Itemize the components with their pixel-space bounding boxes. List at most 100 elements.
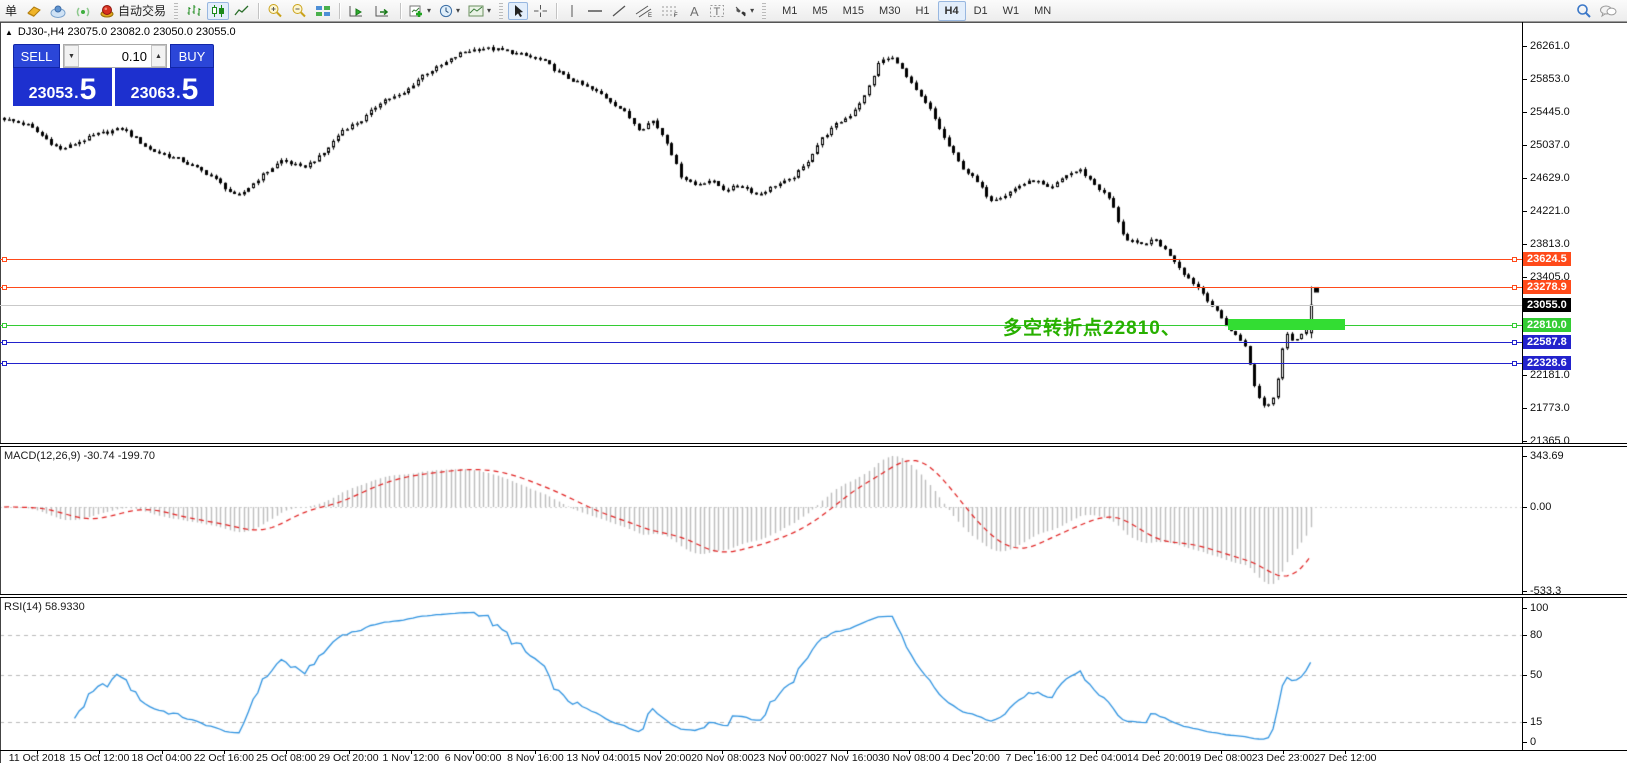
time-axis-tick xyxy=(99,750,101,754)
time-axis-tick xyxy=(535,750,537,754)
line-handle[interactable] xyxy=(1512,322,1517,328)
sell-price-pip: 5 xyxy=(79,73,97,106)
price-axis-label: 21773.0 xyxy=(1530,402,1570,415)
buy-price-pip: 5 xyxy=(181,73,199,106)
price-axis-label: 22181.0 xyxy=(1530,369,1570,382)
time-axis-label: 1 Nov 12:00 xyxy=(382,752,440,763)
price-axis-label: 25445.0 xyxy=(1530,105,1570,118)
macd-axis-label: -533.3 xyxy=(1530,585,1562,597)
time-axis-label: 11 Oct 2018 xyxy=(8,752,66,763)
price-flag-current-price: 23055.0 xyxy=(1523,297,1571,312)
time-axis-label: 29 Oct 20:00 xyxy=(318,752,379,763)
time-axis-label: 18 Oct 04:00 xyxy=(131,752,192,763)
pane-divider-rsi[interactable] xyxy=(0,594,1627,598)
price-flag-support: 22328.6 xyxy=(1523,356,1571,371)
line-handle[interactable] xyxy=(2,361,7,367)
price-line-pivot[interactable] xyxy=(0,322,1522,328)
line-handle[interactable] xyxy=(2,284,7,290)
time-axis-label: 27 Dec 12:00 xyxy=(1314,752,1377,763)
time-axis-tick xyxy=(1033,750,1035,754)
time-axis-label: 8 Nov 16:00 xyxy=(507,752,564,763)
time-axis-tick xyxy=(1096,750,1098,754)
time-axis-label: 7 Dec 16:00 xyxy=(1005,752,1063,763)
time-axis-tick xyxy=(1345,750,1347,754)
volume-stepper: ▼ 0.10 ▲ xyxy=(63,44,167,68)
price-line-current-price[interactable] xyxy=(0,304,1522,306)
rsi-axis-tick xyxy=(1522,721,1527,723)
price-axis-label: 25037.0 xyxy=(1530,138,1570,151)
volume-value[interactable]: 0.10 xyxy=(79,45,151,67)
rsi-axis-tick xyxy=(1522,742,1527,743)
buy-price[interactable]: 23063. 5 xyxy=(115,68,214,106)
price-axis-label: 21365.0 xyxy=(1530,435,1570,448)
line-handle[interactable] xyxy=(2,256,7,262)
price-line-support[interactable] xyxy=(0,361,1522,367)
time-axis-tick xyxy=(223,750,225,754)
collapse-arrow-icon[interactable]: ▲ xyxy=(5,28,13,37)
price-axis-tick xyxy=(1522,177,1527,179)
time-axis-label: 15 Nov 20:00 xyxy=(628,752,692,763)
rsi-label: RSI(14) 58.9330 xyxy=(4,601,85,613)
time-axis-label: 30 Nov 08:00 xyxy=(877,752,941,763)
time-axis-tick xyxy=(37,750,38,754)
price-axis-label: 24629.0 xyxy=(1530,171,1570,184)
rsi-axis-label: 100 xyxy=(1530,602,1549,614)
line-handle[interactable] xyxy=(1512,256,1517,262)
price-axis-tick xyxy=(1522,46,1527,47)
time-axis-label: 4 Dec 20:00 xyxy=(943,752,1000,763)
sell-button[interactable]: SELL xyxy=(13,44,60,68)
time-axis-tick xyxy=(784,750,786,754)
line-handle[interactable] xyxy=(2,340,7,346)
time-axis-border xyxy=(0,750,1627,751)
rsi-axis-label: 15 xyxy=(1530,715,1543,728)
time-axis-tick xyxy=(348,750,350,754)
time-axis-tick xyxy=(1283,750,1284,754)
sell-price[interactable]: 23053. 5 xyxy=(13,68,112,106)
rsi-axis-tick xyxy=(1522,675,1527,676)
chart-title-text: DJ30-,H4 23075.0 23082.0 23050.0 23055.0 xyxy=(17,26,236,38)
window-left-border xyxy=(0,22,1,763)
macd-axis-tick xyxy=(1522,456,1527,457)
volume-increase-button[interactable]: ▲ xyxy=(151,45,166,67)
pivot-highlight-rect[interactable] xyxy=(1228,319,1345,331)
price-flag-support: 22587.8 xyxy=(1523,335,1571,350)
price-axis-tick xyxy=(1522,144,1527,146)
sell-price-main: 23053 xyxy=(28,85,74,102)
time-axis-label: 13 Nov 04:00 xyxy=(566,752,629,763)
price-axis-tick xyxy=(1522,375,1527,377)
time-axis-label: 14 Dec 20:00 xyxy=(1127,752,1190,763)
price-flag-resistance: 23624.5 xyxy=(1523,251,1571,266)
price-axis-tick xyxy=(1522,210,1527,212)
price-axis-tick xyxy=(1522,441,1527,443)
time-axis-label: 23 Dec 23:00 xyxy=(1251,752,1315,763)
price-flag-pivot: 22810.0 xyxy=(1523,317,1571,332)
price-axis-label: 25853.0 xyxy=(1530,72,1570,85)
time-axis-tick xyxy=(597,750,599,754)
price-line-resistance[interactable] xyxy=(0,256,1522,262)
line-handle[interactable] xyxy=(1512,284,1517,290)
volume-decrease-button[interactable]: ▼ xyxy=(64,45,79,67)
time-axis-label: 23 Nov 00:00 xyxy=(753,752,816,763)
macd-axis-label: 0.00 xyxy=(1530,501,1552,513)
price-line-support[interactable] xyxy=(0,340,1522,346)
pivot-annotation[interactable]: 多空转折点22810、 xyxy=(1003,317,1181,339)
time-axis-tick xyxy=(1220,750,1222,754)
line-handle[interactable] xyxy=(1512,361,1517,367)
price-line-resistance[interactable] xyxy=(0,284,1522,290)
rsi-axis-label: 80 xyxy=(1530,628,1543,641)
time-axis-tick xyxy=(1158,750,1160,754)
line-handle[interactable] xyxy=(2,322,7,328)
buy-button[interactable]: BUY xyxy=(170,44,214,68)
time-axis-label: 20 Nov 08:00 xyxy=(691,752,754,763)
line-handle[interactable] xyxy=(1512,340,1517,346)
price-axis-label: 23405.0 xyxy=(1530,270,1570,283)
time-axis-label: 15 Oct 12:00 xyxy=(69,752,130,763)
time-axis-label: 6 Nov 00:00 xyxy=(444,752,502,763)
pane-divider-macd[interactable] xyxy=(0,443,1627,447)
price-axis-tick xyxy=(1522,78,1527,80)
price-flag-resistance: 23278.9 xyxy=(1523,279,1571,294)
chart-title: ▲ DJ30-,H4 23075.0 23082.0 23050.0 23055.… xyxy=(5,26,236,38)
price-axis-label: 24221.0 xyxy=(1530,204,1570,217)
